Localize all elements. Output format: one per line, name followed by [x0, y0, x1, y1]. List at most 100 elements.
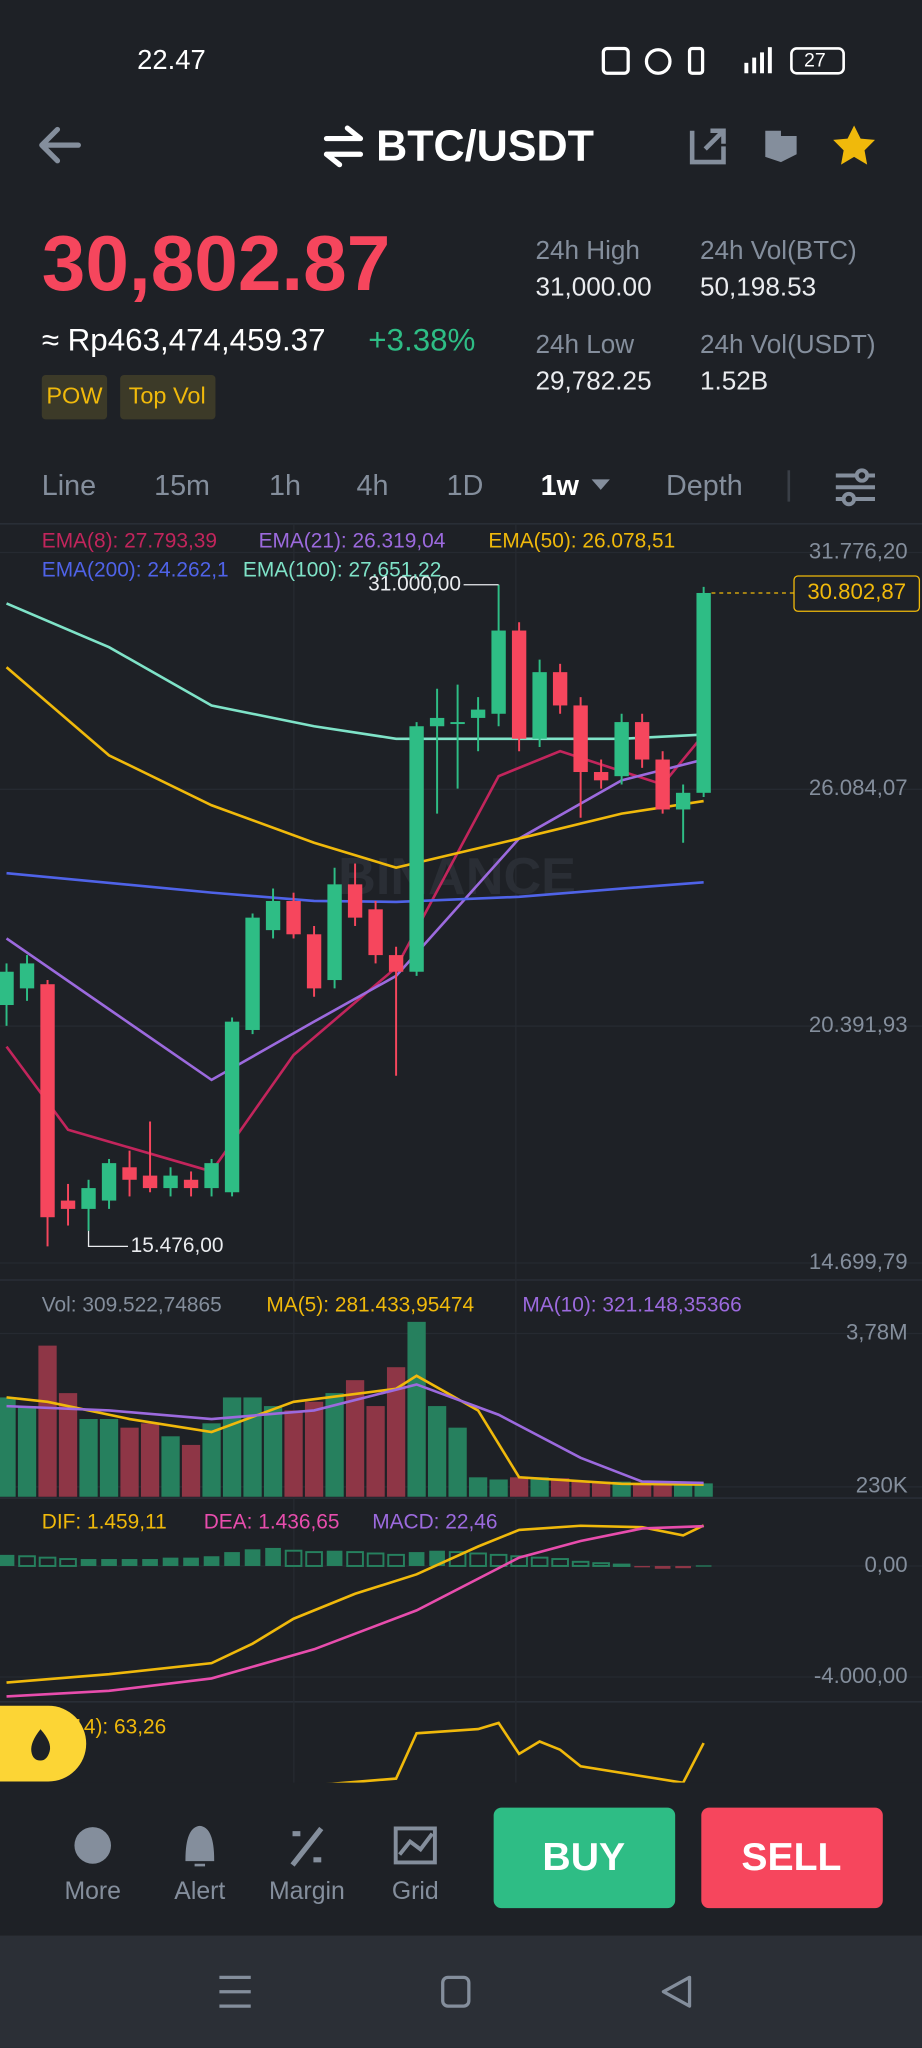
- volume-bar: [99, 1419, 119, 1497]
- book-icon[interactable]: [765, 130, 797, 163]
- volume-bar: [468, 1477, 488, 1497]
- candle-body: [696, 592, 711, 793]
- interval-tab[interactable]: 1h: [269, 470, 301, 502]
- share-icon[interactable]: [689, 128, 726, 165]
- y-tick-label: 230K: [856, 1473, 908, 1498]
- candle-body: [183, 1179, 199, 1189]
- margin-icon[interactable]: [290, 1826, 324, 1867]
- toolbar-label[interactable]: Margin: [269, 1878, 345, 1905]
- candle-body: [675, 792, 691, 810]
- swap-icon[interactable]: [323, 125, 364, 168]
- indicator-line: [6, 602, 704, 741]
- pair-title[interactable]: BTC/USDT: [376, 122, 594, 170]
- grid-icon[interactable]: [393, 1826, 437, 1865]
- more-icon[interactable]: [74, 1827, 112, 1864]
- dropdown-caret[interactable]: [591, 479, 610, 490]
- macd-bar: [162, 1557, 179, 1566]
- indicator-line: [328, 1721, 705, 1783]
- macd-bar: [612, 1563, 631, 1567]
- macd-bar: [408, 1552, 425, 1566]
- legend-entry: EMA(50): 26.078,51: [488, 530, 675, 553]
- stat-label: 24h High: [535, 235, 640, 265]
- volume-bar: [17, 1406, 37, 1497]
- macd-bar: [101, 1559, 117, 1566]
- indicator-line: [5, 666, 704, 870]
- legend-entry: EMA(100): 27.651,22: [243, 558, 441, 581]
- candle-body: [450, 722, 465, 725]
- candle-body: [327, 884, 342, 981]
- favorite-star[interactable]: [833, 125, 875, 165]
- volume-bar: [345, 1380, 365, 1497]
- last-price-label: 30.802,87: [807, 579, 906, 604]
- candle-body: [368, 909, 383, 956]
- interval-tab[interactable]: Depth: [666, 470, 743, 502]
- buy-label[interactable]: BUY: [542, 1836, 625, 1879]
- plot-layer: BINANCE 31.776,20 26.084,07 20.391,93 14.699…: [0, 530, 922, 1783]
- candle-body: [81, 1188, 96, 1209]
- macd-bar: [387, 1553, 405, 1567]
- macd-bar: [38, 1556, 57, 1567]
- nav-back[interactable]: [661, 1975, 692, 2008]
- last-price: 30,802.87: [42, 219, 391, 307]
- annotation-label: 15.476,00: [131, 1234, 224, 1257]
- toolbar-label[interactable]: More: [64, 1878, 121, 1905]
- toolbar-label[interactable]: Alert: [174, 1878, 225, 1905]
- candle-body: [224, 1021, 240, 1193]
- battery-level: 27: [804, 50, 826, 72]
- indicator-line: [6, 871, 704, 904]
- legend-entry: EMA(8): 27.793,39: [42, 530, 217, 553]
- macd-bar: [18, 1555, 36, 1567]
- nav-menu[interactable]: [219, 1975, 251, 2008]
- macd-bar: [284, 1549, 303, 1567]
- annotation-label: 31.000,00: [368, 572, 461, 595]
- volume-bar: [407, 1321, 426, 1497]
- interval-tab[interactable]: 1D: [447, 470, 484, 502]
- candle-body: [614, 722, 629, 777]
- interval-tab[interactable]: 4h: [357, 470, 389, 502]
- sell-label[interactable]: SELL: [741, 1836, 841, 1879]
- candle-body: [552, 672, 568, 706]
- interval-tab[interactable]: Line: [42, 470, 96, 502]
- sell-button[interactable]: [701, 1807, 883, 1909]
- volume-bar: [386, 1367, 406, 1497]
- status-time: 22.47: [137, 44, 206, 75]
- y-tick-label: -4.000,00: [814, 1663, 908, 1688]
- macd-bar: [695, 1565, 712, 1567]
- alert-icon[interactable]: [185, 1825, 215, 1867]
- candle-body: [511, 630, 527, 739]
- macd-bar: [203, 1556, 220, 1566]
- candle-body: [634, 722, 650, 760]
- stat-label: 24h Vol(BTC): [700, 235, 857, 265]
- interval-tab[interactable]: 1w: [541, 470, 580, 502]
- back-button[interactable]: [39, 126, 81, 164]
- macd-bar: [346, 1551, 364, 1567]
- settings-icon[interactable]: [835, 468, 875, 507]
- candle-body: [429, 717, 445, 727]
- toolbar-label[interactable]: Grid: [392, 1878, 439, 1905]
- candle-body: [573, 705, 588, 773]
- flame-icon[interactable]: [31, 1729, 51, 1761]
- interval-tab[interactable]: 15m: [154, 470, 210, 502]
- macd-bar: [326, 1550, 343, 1566]
- volume-bar: [694, 1483, 713, 1497]
- volume-bar: [120, 1427, 139, 1497]
- price-change: +3.38%: [368, 323, 475, 358]
- volume-bar: [530, 1477, 549, 1497]
- y-tick-label: 20.391,93: [809, 1012, 908, 1037]
- macd-bar: [675, 1565, 691, 1569]
- macd-bar: [59, 1558, 77, 1567]
- candle-body: [655, 759, 670, 810]
- volume-bar: [58, 1393, 78, 1497]
- candle-body: [388, 955, 404, 972]
- buy-button[interactable]: [493, 1807, 676, 1909]
- candle-body: [204, 1163, 219, 1189]
- volume-bar: [263, 1406, 283, 1497]
- y-tick-label: 3,78M: [846, 1319, 908, 1344]
- stat-value: 1.52B: [700, 366, 768, 396]
- nav-home[interactable]: [441, 1975, 471, 2008]
- nav-bar: [0, 1935, 922, 2048]
- indicator-line: [6, 1383, 704, 1485]
- candle-body: [142, 1175, 158, 1189]
- watermark: BINANCE: [338, 848, 576, 906]
- candle-body: [470, 709, 486, 718]
